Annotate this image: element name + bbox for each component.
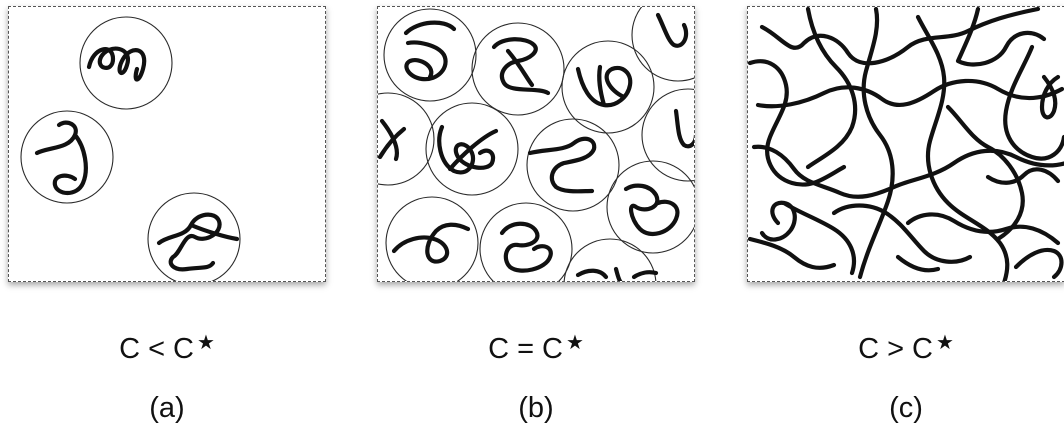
coil-1: [79, 16, 173, 110]
star-icon: ★: [936, 332, 954, 354]
coil-4: [631, 7, 694, 82]
overlap-coils-drawing: [378, 7, 694, 281]
condition-label-b: C = C ★: [488, 332, 584, 365]
coil-3: [147, 192, 241, 281]
condition-label-c: C > C ★: [858, 332, 954, 365]
dilute-coils-drawing: [20, 16, 241, 281]
coil-2: [20, 110, 114, 204]
chain-network: [748, 7, 1064, 281]
coil-11: [479, 202, 573, 281]
panel-entangled: [747, 6, 1064, 282]
coil-9: [606, 160, 694, 254]
panel-label-c: (c): [889, 392, 923, 424]
coil-1: [383, 8, 477, 102]
star-icon: ★: [197, 332, 215, 354]
star-icon: ★: [566, 332, 584, 354]
panel-label-b: (b): [518, 392, 554, 424]
coil-12: [563, 238, 659, 281]
panel-dilute: [8, 6, 326, 282]
coil-2: [471, 22, 565, 116]
coil-7: [425, 102, 519, 196]
coil-8: [526, 118, 620, 212]
entangled-chains-drawing: [748, 7, 1064, 281]
coil-10: [385, 196, 479, 281]
coil-3: [561, 40, 655, 134]
panel-overlap: [377, 6, 695, 282]
coil-5: [641, 88, 694, 182]
condition-label-a: C < C ★: [119, 332, 215, 365]
coil-6: [378, 92, 435, 186]
panel-label-a: (a): [149, 392, 185, 424]
